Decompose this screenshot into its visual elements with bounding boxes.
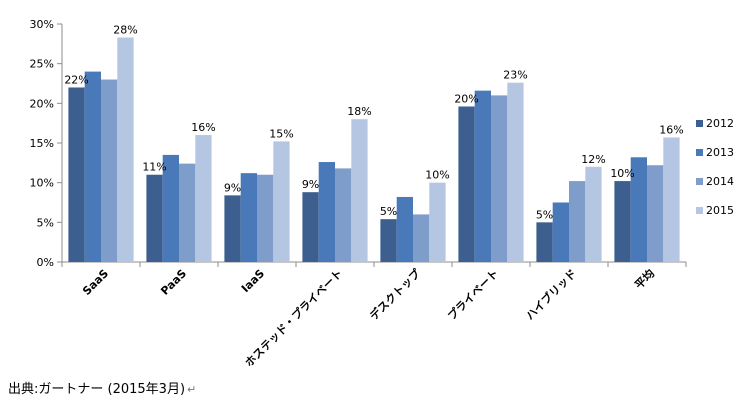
bar [351, 119, 368, 262]
bar [474, 90, 491, 262]
y-tick-label: 0% [37, 256, 54, 269]
source-note: 出典:ガートナー (2015年3月) ↵ [8, 378, 196, 397]
return-mark: ↵ [187, 383, 197, 396]
bar [630, 157, 647, 262]
data-label: 16% [659, 123, 683, 136]
bar [101, 79, 118, 263]
y-tick-label: 20% [30, 97, 54, 110]
x-tick-label: プライベート [445, 266, 502, 323]
legend-label: 2013 [706, 146, 734, 159]
bar-chart-svg: 0%5%10%15%20%25%30%SaaS PaaS IaaSホステッド・プライ… [30, 18, 734, 369]
data-label: 15% [269, 127, 293, 140]
bar [117, 37, 134, 263]
bar [569, 181, 586, 262]
bar [536, 222, 553, 262]
y-tick-label: 25% [30, 58, 54, 71]
bar [273, 141, 290, 262]
legend-label: 2015 [706, 204, 734, 217]
bar [302, 192, 319, 262]
legend-label: 2012 [706, 117, 734, 130]
bar [84, 71, 101, 262]
legend-swatch [696, 207, 703, 214]
bar [146, 174, 163, 262]
legend-swatch [696, 120, 703, 127]
legend-label: 2014 [706, 175, 734, 188]
bar [257, 174, 274, 262]
x-tick-label: デスクトップ [367, 266, 424, 323]
bar [585, 166, 602, 262]
x-tick-label: IaaS [239, 267, 267, 295]
data-label: 20% [454, 93, 478, 106]
bar [195, 135, 212, 262]
x-tick-label: SaaS [80, 267, 111, 298]
data-label: 22% [64, 73, 88, 86]
bar [335, 168, 352, 262]
data-label: 12% [581, 153, 605, 166]
data-label: 28% [113, 23, 137, 36]
bar [240, 173, 257, 262]
bar [224, 195, 241, 262]
bar [429, 182, 446, 262]
bar [647, 165, 664, 262]
bar [396, 196, 413, 262]
data-label: 10% [425, 169, 449, 182]
data-label: 16% [191, 121, 215, 134]
y-tick-label: 15% [30, 137, 54, 150]
bar [413, 214, 430, 262]
data-label: 10% [610, 167, 634, 180]
legend-swatch [696, 149, 703, 156]
data-label: 18% [347, 105, 371, 118]
bar [380, 219, 397, 262]
data-label: 23% [503, 69, 527, 82]
data-label: 5% [536, 208, 553, 221]
legend-swatch [696, 178, 703, 185]
x-tick-label: ハイブリッド [523, 266, 579, 322]
y-tick-label: 10% [30, 177, 54, 190]
data-label: 11% [142, 161, 166, 174]
bar [614, 181, 631, 262]
x-tick-label: 平均 [632, 266, 657, 291]
bar [162, 154, 179, 262]
y-tick-label: 5% [37, 216, 54, 229]
bar [552, 202, 569, 262]
bar [507, 82, 524, 262]
bar [491, 95, 508, 263]
data-label: 9% [302, 178, 319, 191]
x-tick-label: PaaS [158, 267, 189, 298]
bar [68, 87, 85, 262]
bar [179, 163, 196, 262]
y-tick-label: 30% [30, 18, 54, 31]
data-label: 5% [380, 205, 397, 218]
bar [663, 137, 680, 262]
source-text: 出典:ガートナー (2015年3月) [8, 382, 186, 397]
bar [458, 106, 475, 262]
data-label: 9% [224, 181, 241, 194]
bar [318, 162, 335, 262]
